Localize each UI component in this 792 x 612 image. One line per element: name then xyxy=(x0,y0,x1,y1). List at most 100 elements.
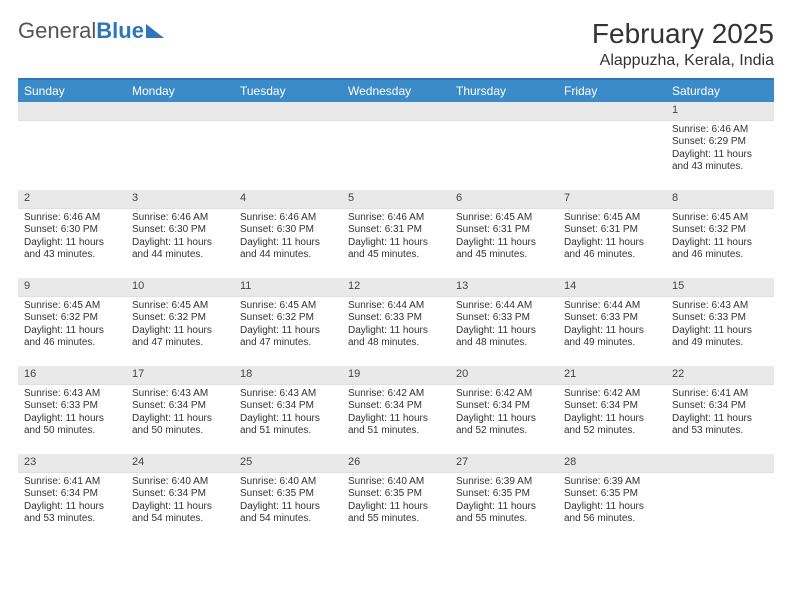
weekday-header: Sunday xyxy=(18,80,126,102)
header: GeneralBlue February 2025 Alappuzha, Ker… xyxy=(18,18,774,70)
sunrise-text: Sunrise: 6:42 AM xyxy=(348,388,444,401)
sunset-text: Sunset: 6:34 PM xyxy=(348,400,444,413)
day-number: 2 xyxy=(18,190,126,209)
calendar-cell: 2Sunrise: 6:46 AMSunset: 6:30 PMDaylight… xyxy=(18,190,126,278)
calendar-cell-empty xyxy=(18,102,126,190)
day-number: 9 xyxy=(18,278,126,297)
daylight-text: Daylight: 11 hours and 54 minutes. xyxy=(240,501,336,526)
daylight-text: Daylight: 11 hours and 50 minutes. xyxy=(132,413,228,438)
day-body: Sunrise: 6:44 AMSunset: 6:33 PMDaylight:… xyxy=(558,297,666,354)
day-number xyxy=(342,102,450,121)
daylight-text: Daylight: 11 hours and 47 minutes. xyxy=(240,325,336,350)
daylight-text: Daylight: 11 hours and 48 minutes. xyxy=(456,325,552,350)
sunrise-text: Sunrise: 6:44 AM xyxy=(564,300,660,313)
daylight-text: Daylight: 11 hours and 44 minutes. xyxy=(240,237,336,262)
title-block: February 2025 Alappuzha, Kerala, India xyxy=(592,18,774,70)
day-number: 12 xyxy=(342,278,450,297)
calendar-week-row: 2Sunrise: 6:46 AMSunset: 6:30 PMDaylight… xyxy=(18,190,774,278)
day-number: 22 xyxy=(666,366,774,385)
calendar-cell: 28Sunrise: 6:39 AMSunset: 6:35 PMDayligh… xyxy=(558,454,666,542)
sunrise-text: Sunrise: 6:43 AM xyxy=(132,388,228,401)
day-body: Sunrise: 6:43 AMSunset: 6:34 PMDaylight:… xyxy=(126,385,234,442)
sunrise-text: Sunrise: 6:44 AM xyxy=(348,300,444,313)
logo: GeneralBlue xyxy=(18,18,164,44)
day-number: 17 xyxy=(126,366,234,385)
calendar-cell: 25Sunrise: 6:40 AMSunset: 6:35 PMDayligh… xyxy=(234,454,342,542)
daylight-text: Daylight: 11 hours and 50 minutes. xyxy=(24,413,120,438)
calendar-cell: 24Sunrise: 6:40 AMSunset: 6:34 PMDayligh… xyxy=(126,454,234,542)
day-body xyxy=(342,121,450,181)
sunrise-text: Sunrise: 6:45 AM xyxy=(132,300,228,313)
daylight-text: Daylight: 11 hours and 45 minutes. xyxy=(456,237,552,262)
sunset-text: Sunset: 6:35 PM xyxy=(564,488,660,501)
sunrise-text: Sunrise: 6:46 AM xyxy=(672,124,768,137)
daylight-text: Daylight: 11 hours and 47 minutes. xyxy=(132,325,228,350)
calendar-cell-empty xyxy=(450,102,558,190)
day-number: 8 xyxy=(666,190,774,209)
day-number: 28 xyxy=(558,454,666,473)
calendar-header-row: SundayMondayTuesdayWednesdayThursdayFrid… xyxy=(18,80,774,102)
day-number: 14 xyxy=(558,278,666,297)
calendar-cell: 8Sunrise: 6:45 AMSunset: 6:32 PMDaylight… xyxy=(666,190,774,278)
day-number xyxy=(126,102,234,121)
sunrise-text: Sunrise: 6:40 AM xyxy=(132,476,228,489)
day-number: 15 xyxy=(666,278,774,297)
day-body: Sunrise: 6:45 AMSunset: 6:32 PMDaylight:… xyxy=(234,297,342,354)
calendar-cell: 5Sunrise: 6:46 AMSunset: 6:31 PMDaylight… xyxy=(342,190,450,278)
calendar-cell-empty xyxy=(342,102,450,190)
day-number: 3 xyxy=(126,190,234,209)
sunrise-text: Sunrise: 6:45 AM xyxy=(564,212,660,225)
calendar-cell: 13Sunrise: 6:44 AMSunset: 6:33 PMDayligh… xyxy=(450,278,558,366)
day-body xyxy=(234,121,342,181)
calendar-week-row: 1Sunrise: 6:46 AMSunset: 6:29 PMDaylight… xyxy=(18,102,774,190)
daylight-text: Daylight: 11 hours and 53 minutes. xyxy=(24,501,120,526)
day-body: Sunrise: 6:45 AMSunset: 6:32 PMDaylight:… xyxy=(666,209,774,266)
day-number: 16 xyxy=(18,366,126,385)
sunset-text: Sunset: 6:32 PM xyxy=(24,312,120,325)
sunrise-text: Sunrise: 6:39 AM xyxy=(564,476,660,489)
day-body: Sunrise: 6:46 AMSunset: 6:30 PMDaylight:… xyxy=(126,209,234,266)
calendar-body: 1Sunrise: 6:46 AMSunset: 6:29 PMDaylight… xyxy=(18,102,774,542)
calendar-cell: 17Sunrise: 6:43 AMSunset: 6:34 PMDayligh… xyxy=(126,366,234,454)
day-number: 19 xyxy=(342,366,450,385)
calendar-cell: 15Sunrise: 6:43 AMSunset: 6:33 PMDayligh… xyxy=(666,278,774,366)
sunset-text: Sunset: 6:33 PM xyxy=(348,312,444,325)
day-number: 1 xyxy=(666,102,774,121)
day-number: 6 xyxy=(450,190,558,209)
daylight-text: Daylight: 11 hours and 53 minutes. xyxy=(672,413,768,438)
calendar-cell: 4Sunrise: 6:46 AMSunset: 6:30 PMDaylight… xyxy=(234,190,342,278)
day-body: Sunrise: 6:40 AMSunset: 6:34 PMDaylight:… xyxy=(126,473,234,530)
daylight-text: Daylight: 11 hours and 46 minutes. xyxy=(672,237,768,262)
sunrise-text: Sunrise: 6:45 AM xyxy=(672,212,768,225)
weekday-header: Friday xyxy=(558,80,666,102)
logo-triangle-icon xyxy=(146,24,164,38)
day-body: Sunrise: 6:46 AMSunset: 6:30 PMDaylight:… xyxy=(234,209,342,266)
sunrise-text: Sunrise: 6:40 AM xyxy=(348,476,444,489)
day-body: Sunrise: 6:41 AMSunset: 6:34 PMDaylight:… xyxy=(666,385,774,442)
calendar-week-row: 9Sunrise: 6:45 AMSunset: 6:32 PMDaylight… xyxy=(18,278,774,366)
daylight-text: Daylight: 11 hours and 49 minutes. xyxy=(564,325,660,350)
calendar-cell: 6Sunrise: 6:45 AMSunset: 6:31 PMDaylight… xyxy=(450,190,558,278)
calendar-cell: 26Sunrise: 6:40 AMSunset: 6:35 PMDayligh… xyxy=(342,454,450,542)
daylight-text: Daylight: 11 hours and 49 minutes. xyxy=(672,325,768,350)
day-number: 11 xyxy=(234,278,342,297)
sunset-text: Sunset: 6:31 PM xyxy=(456,224,552,237)
sunrise-text: Sunrise: 6:46 AM xyxy=(24,212,120,225)
day-body: Sunrise: 6:45 AMSunset: 6:32 PMDaylight:… xyxy=(126,297,234,354)
sunset-text: Sunset: 6:34 PM xyxy=(564,400,660,413)
day-number: 13 xyxy=(450,278,558,297)
day-number: 27 xyxy=(450,454,558,473)
calendar-cell: 7Sunrise: 6:45 AMSunset: 6:31 PMDaylight… xyxy=(558,190,666,278)
calendar-cell: 3Sunrise: 6:46 AMSunset: 6:30 PMDaylight… xyxy=(126,190,234,278)
day-body: Sunrise: 6:45 AMSunset: 6:31 PMDaylight:… xyxy=(450,209,558,266)
weekday-header: Tuesday xyxy=(234,80,342,102)
daylight-text: Daylight: 11 hours and 46 minutes. xyxy=(564,237,660,262)
calendar-table: SundayMondayTuesdayWednesdayThursdayFrid… xyxy=(18,80,774,542)
sunset-text: Sunset: 6:31 PM xyxy=(348,224,444,237)
sunset-text: Sunset: 6:30 PM xyxy=(132,224,228,237)
sunset-text: Sunset: 6:29 PM xyxy=(672,136,768,149)
sunrise-text: Sunrise: 6:46 AM xyxy=(348,212,444,225)
sunset-text: Sunset: 6:30 PM xyxy=(240,224,336,237)
day-number: 20 xyxy=(450,366,558,385)
calendar-cell-empty xyxy=(558,102,666,190)
